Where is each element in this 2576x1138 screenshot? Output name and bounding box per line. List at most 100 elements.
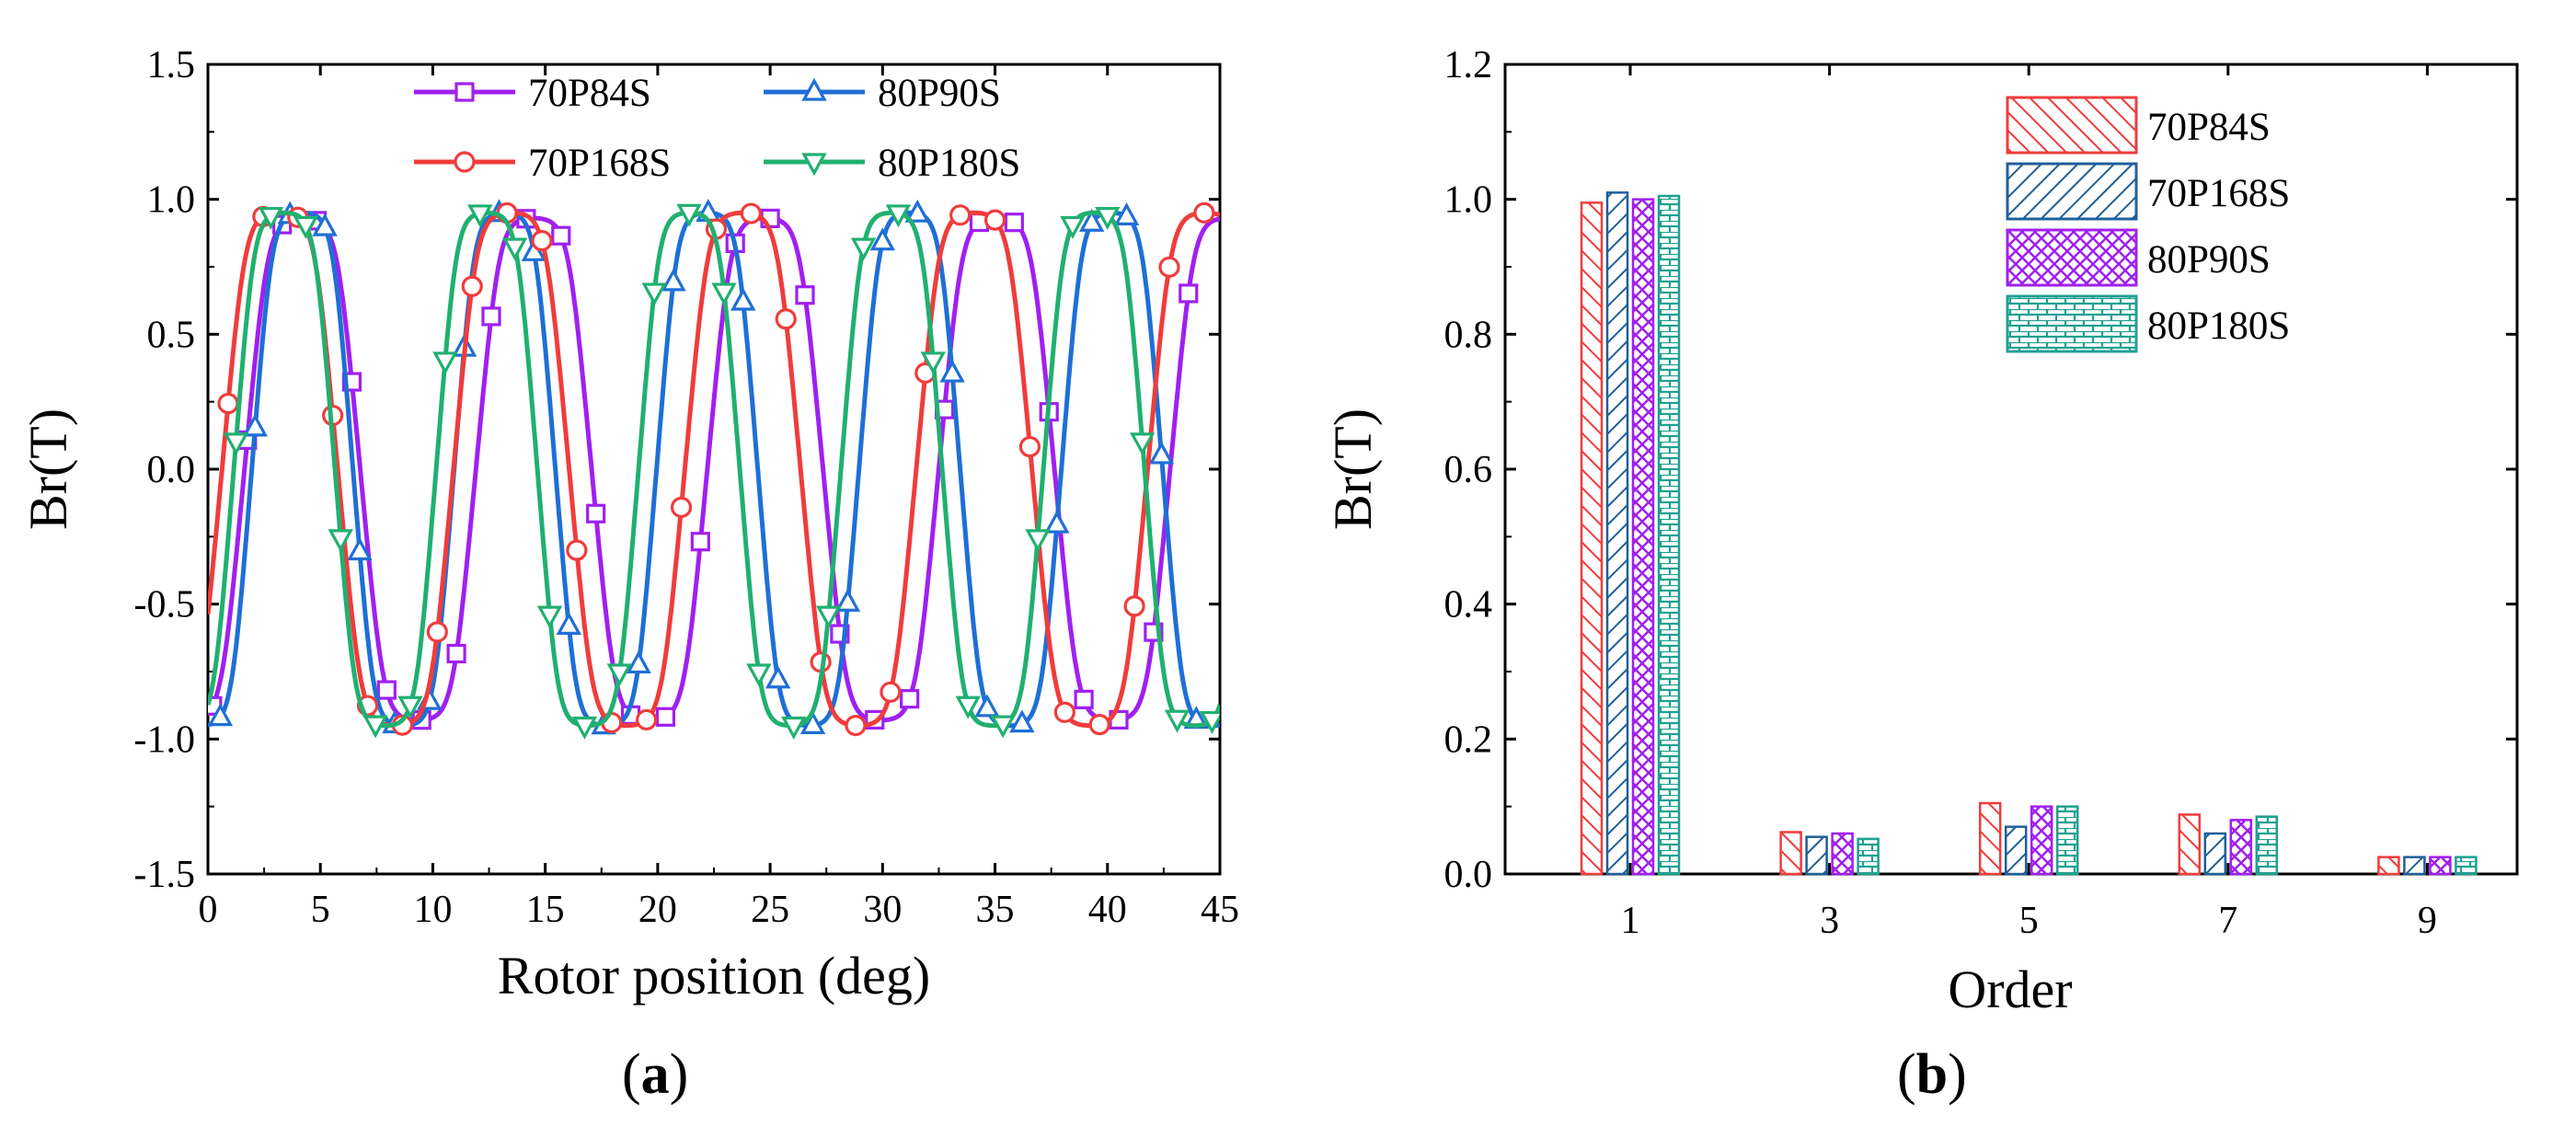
legend-label-70P168S: 70P168S [2147,172,2290,215]
bar-80P90S-order-7 [2229,819,2253,876]
panel-b-xtick-label: 7 [2218,900,2237,942]
panel-b-ticks: 0.00.20.40.60.81.01.213579111314 [1444,44,2517,942]
legend-label-80P90S: 80P90S [2147,238,2271,282]
bar-70P84S-order-9 [2377,856,2400,876]
legend-label-80P180S: 80P180S [2147,305,2290,348]
series-marker-80P180S [641,282,667,306]
panel-a-xtick-label: 45 [1201,889,1239,931]
series-marker-80P180S [1025,529,1051,553]
series-marker-80P90S [904,199,930,223]
series-marker-80P180S [1164,709,1190,733]
panel-b-ytick-label: 1.2 [1444,44,1493,86]
bar-70P84S-order-1 [1580,201,1604,876]
panel-a-legend: 70P84S 80P90S 70P168S 80P180S [414,72,1020,185]
panel-b-ytick-label: 0.0 [1444,854,1493,896]
series-marker-70P84S [1074,689,1094,709]
legend-label-70P168S: 70P168S [528,142,671,185]
series-marker-80P180S [781,716,807,740]
series-marker-80P180S [746,663,772,687]
bar-70P84S-order-5 [1978,801,2002,876]
legend-marker-80P180S [801,153,827,177]
series-marker-70P168S [740,202,762,224]
legend-label-70P84S: 70P84S [528,72,651,115]
legend-swatch-70P168S [2006,162,2138,221]
panel-a-label-text: (a) [622,1043,688,1106]
panel-b: 0.00.20.40.60.81.01.213579111314 70P84S7… [1323,44,2519,1106]
series-marker-80P180S [467,204,493,228]
series-marker-80P180S [328,529,353,553]
series-marker-80P90S [799,711,826,735]
bar-70P84S-order-3 [1779,831,1802,876]
legend-swatch-80P180S [2006,294,2138,353]
legend-swatch-80P90S [2006,228,2138,287]
series-marker-70P84S [376,680,397,700]
panel-a-ytick-label: 1.0 [147,179,196,222]
series-marker-70P168S [983,209,1006,231]
panel-b-ylabel: Br(T) [1323,408,1383,530]
series-marker-80P90S [312,213,338,236]
series-marker-70P84S [1004,213,1024,233]
bar-80P90S-order-1 [1631,198,1655,876]
series-marker-70P84S [551,225,571,246]
series-marker-80P90S [556,612,582,635]
panel-b-label-text: (b) [1897,1043,1967,1106]
panel-a-ytick-label: 1.5 [147,44,196,86]
series-marker-80P180S [1129,432,1156,456]
series-marker-80P90S [626,650,651,674]
series-marker-80P90S [765,665,791,689]
series-marker-70P84S [655,707,676,727]
bar-80P90S-order-9 [2429,856,2452,876]
series-marker-80P180S [885,204,912,228]
panel-a-xtick-label: 5 [311,889,330,931]
panel-a-ytick-label: 0.5 [147,314,196,356]
series-marker-80P90S [730,287,756,311]
series-marker-70P84S [900,689,920,709]
series-marker-80P180S [711,282,737,306]
bar-70P168S-order-9 [2403,856,2426,876]
panel-a-ytick-label: -0.5 [134,584,196,626]
series-marker-80P90S [1148,441,1175,465]
bar-70P168S-order-7 [2203,832,2227,876]
legend-label-80P180S: 80P180S [878,142,1020,185]
legend-marker-70P168S [454,151,476,173]
panel-b-xtick-label: 3 [1820,900,1839,942]
series-marker-80P180S [920,351,947,375]
bar-80P180S-order-7 [2255,815,2279,876]
legend-marker-70P84S [454,82,475,102]
bar-80P90S-order-5 [2030,805,2053,876]
series-marker-70P168S [636,708,658,731]
panel-a-xtick-label: 35 [976,889,1015,931]
panel-b-ytick-label: 0.4 [1444,584,1493,626]
panel-a-xlabel: Rotor position (deg) [498,946,930,1006]
panel-a-ytick-label: -1.5 [134,854,196,896]
series-marker-80P180S [501,237,528,261]
series-marker-80P180S [676,203,702,227]
series-marker-70P168S [1193,201,1215,224]
series-marker-80P90S [1044,510,1070,534]
series-marker-80P90S [1009,709,1035,733]
series-marker-80P180S [606,663,633,687]
legend-label-80P90S: 80P90S [878,72,1001,115]
panel-b-ytick-label: 1.0 [1444,179,1493,222]
panel-b-legend: 70P84S 70P168S 80P90S 80P180S [2006,96,2290,353]
series-marker-80P90S [834,588,861,612]
series-line-70P84S [208,215,1220,723]
series-marker-70P168S [949,204,972,226]
series-marker-80P180S [362,715,388,739]
panel-a-series [208,199,1220,740]
series-marker-70P168S [1018,436,1041,458]
series-marker-80P180S [850,237,877,261]
panel-b-xlabel: Order [1948,960,2072,1019]
series-marker-80P90S [869,227,896,251]
series-marker-80P180S [571,716,598,740]
bar-80P90S-order-3 [1831,832,1854,876]
series-marker-70P84S [1179,283,1199,304]
series-marker-80P90S [974,694,1000,718]
series-marker-80P90S [1113,202,1140,225]
series-marker-70P168S [775,308,797,330]
panel-a-xtick-label: 30 [863,889,902,931]
series-marker-80P180S [1060,215,1086,239]
legend-label-70P84S: 70P84S [2147,106,2271,149]
panel-a: 0 5 10 15 20 25 30 35 40 45 -1.5 -1.0 -0.5 0.0 0.5 1.0 1… [18,44,1239,1106]
series-marker-70P84S [586,503,606,523]
